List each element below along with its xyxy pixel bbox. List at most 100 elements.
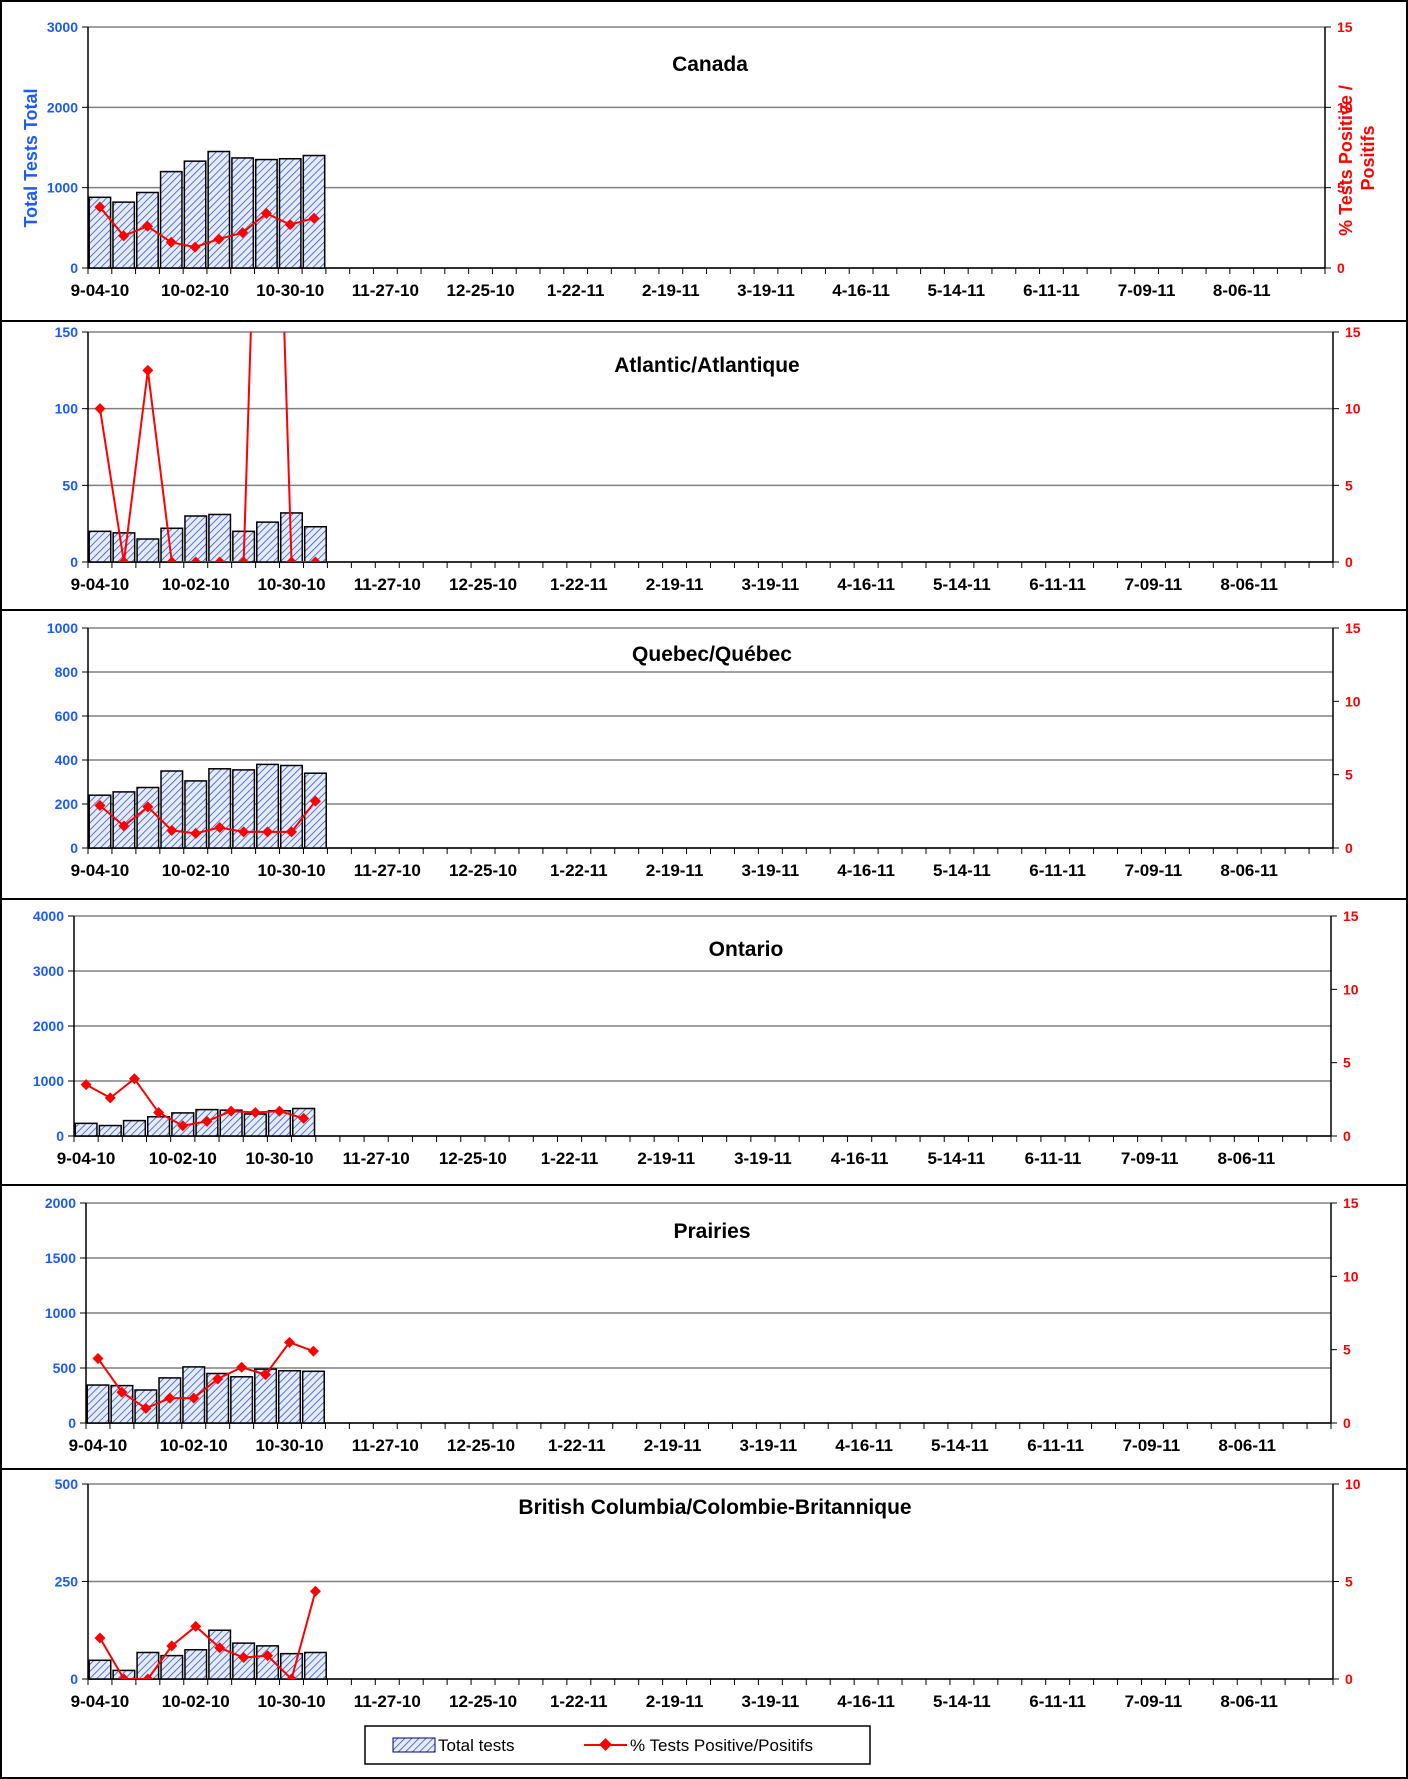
line-point bbox=[190, 1620, 202, 1632]
right-tick-label: 5 bbox=[1345, 767, 1353, 783]
x-tick-label: 10-02-10 bbox=[162, 861, 230, 880]
x-tick-label: 10-30-10 bbox=[257, 861, 325, 880]
x-tick-label: 7-09-11 bbox=[1125, 861, 1183, 880]
line-point bbox=[214, 556, 226, 562]
line-point bbox=[166, 1640, 178, 1652]
left-tick-label: 1500 bbox=[45, 1250, 76, 1266]
x-tick-label: 10-02-10 bbox=[161, 281, 229, 300]
left-tick-label: 500 bbox=[53, 1360, 77, 1376]
panel-title: Canada bbox=[672, 53, 748, 76]
line-point bbox=[298, 1112, 310, 1124]
bar bbox=[277, 1370, 302, 1424]
bar bbox=[88, 1659, 112, 1680]
line-path bbox=[99, 206, 315, 249]
right-tick-label: 0 bbox=[1345, 554, 1353, 570]
x-tick-label: 9-04-10 bbox=[69, 1436, 128, 1455]
x-tick-label: 2-19-11 bbox=[642, 281, 700, 300]
line-point bbox=[177, 1120, 189, 1132]
x-tick-label: 1-22-11 bbox=[548, 1436, 606, 1455]
bar bbox=[278, 157, 302, 269]
x-tick-label: 5-14-11 bbox=[931, 1436, 989, 1455]
x-tick-label: 9-04-10 bbox=[57, 1149, 116, 1168]
right-tick-label: 0 bbox=[1343, 1128, 1351, 1144]
line-point bbox=[118, 820, 130, 832]
x-tick-label: 4-16-11 bbox=[832, 281, 890, 300]
panel-british-columbia: 0 250 500 0 5 10 9-04-10 10-02-10 10-30-10 11-27-… bbox=[55, 1476, 1361, 1711]
x-tick-label: 3-19-11 bbox=[737, 281, 795, 300]
line-series bbox=[94, 1585, 321, 1679]
x-tick-label: 7-09-11 bbox=[1118, 281, 1176, 300]
x-tick-label: 6-11-11 bbox=[1029, 575, 1086, 594]
x-tick-label: 2-19-11 bbox=[646, 575, 704, 594]
right-tick-label: 10 bbox=[1343, 1268, 1359, 1284]
line-point bbox=[273, 1105, 285, 1117]
line-point bbox=[118, 1673, 130, 1679]
line-point bbox=[225, 1105, 237, 1117]
right-tick-label: 15 bbox=[1337, 19, 1353, 35]
legend: Total tests % Tests Positive/Positifs bbox=[364, 1725, 871, 1765]
x-tick-label: 7-09-11 bbox=[1125, 575, 1183, 594]
line-point bbox=[238, 826, 250, 838]
right-tick-label: 0 bbox=[1345, 1671, 1353, 1687]
x-tick-label: 5-14-11 bbox=[933, 1692, 991, 1711]
right-tick-label: 10 bbox=[1337, 99, 1353, 115]
line-point bbox=[284, 1336, 296, 1348]
left-tick-label: 2000 bbox=[33, 1018, 64, 1034]
right-tick-label: 10 bbox=[1345, 693, 1361, 709]
bar bbox=[112, 791, 136, 849]
x-tick-label: 7-09-11 bbox=[1125, 1692, 1183, 1711]
x-tick-label: 1-22-11 bbox=[550, 861, 608, 880]
bar-series bbox=[88, 512, 327, 563]
line-series bbox=[92, 1336, 319, 1414]
line-point bbox=[309, 795, 321, 807]
line-point bbox=[249, 1107, 261, 1119]
panel-title: Prairies bbox=[673, 1220, 750, 1243]
x-tick-label: 9-04-10 bbox=[71, 1692, 130, 1711]
right-tick-label: 15 bbox=[1345, 620, 1361, 636]
left-tick-label: 600 bbox=[55, 708, 79, 724]
panel-ontario: 0 1000 2000 3000 4000 0 5 10 15 9-04-10 10-02-10 10… bbox=[33, 908, 1359, 1168]
left-tick-label: 800 bbox=[55, 664, 79, 680]
x-tick-label: 10-30-10 bbox=[245, 1149, 313, 1168]
left-tick-label: 250 bbox=[55, 1574, 79, 1590]
bar bbox=[86, 1384, 110, 1424]
bar bbox=[256, 1645, 280, 1680]
right-tick-label: 10 bbox=[1345, 1476, 1361, 1492]
left-tick-label: 400 bbox=[55, 752, 79, 768]
line-point bbox=[116, 1386, 128, 1398]
bar bbox=[303, 772, 327, 849]
right-tick-label: 5 bbox=[1343, 1342, 1351, 1358]
left-tick-label: 100 bbox=[55, 401, 79, 417]
bar bbox=[208, 513, 232, 563]
right-tick-label: 15 bbox=[1345, 324, 1361, 340]
bar bbox=[136, 786, 160, 849]
panel-title: Quebec/Québec bbox=[632, 643, 792, 666]
x-tick-label: 10-30-10 bbox=[257, 1692, 325, 1711]
line-point bbox=[94, 1632, 106, 1644]
line-point bbox=[214, 1642, 226, 1654]
axes: 0 1000 2000 3000 0 5 10 15 9-04-10 10-02-10 10-30-… bbox=[47, 19, 1353, 300]
panel-prairies: 0 500 1000 1500 2000 0 5 10 15 9-04-10 10-02-10 10-… bbox=[45, 1195, 1359, 1455]
x-tick-label: 1-22-11 bbox=[547, 281, 605, 300]
x-tick-label: 11-27-10 bbox=[354, 861, 421, 880]
line-point bbox=[94, 201, 106, 213]
line-series bbox=[80, 1073, 310, 1132]
axes: 0 200 400 600 800 1000 0 5 10 15 9-04-10 10-02-10 10… bbox=[47, 620, 1361, 880]
x-tick-label: 11-27-10 bbox=[352, 1436, 419, 1455]
line-point bbox=[213, 233, 225, 245]
left-tick-label: 3000 bbox=[47, 19, 78, 35]
line-point bbox=[286, 1673, 298, 1679]
line-path bbox=[85, 1077, 304, 1127]
panel-title: Ontario bbox=[709, 938, 784, 961]
line-point bbox=[201, 1115, 213, 1127]
x-tick-label: 1-22-11 bbox=[541, 1149, 599, 1168]
line-point bbox=[118, 230, 130, 242]
line-series bbox=[94, 201, 320, 253]
bar bbox=[88, 530, 112, 563]
x-tick-label: 11-27-10 bbox=[354, 575, 421, 594]
x-tick-label: 9-04-10 bbox=[71, 861, 130, 880]
bar-series bbox=[88, 763, 327, 849]
x-tick-label: 5-14-11 bbox=[927, 1149, 985, 1168]
line-point bbox=[164, 1392, 176, 1404]
